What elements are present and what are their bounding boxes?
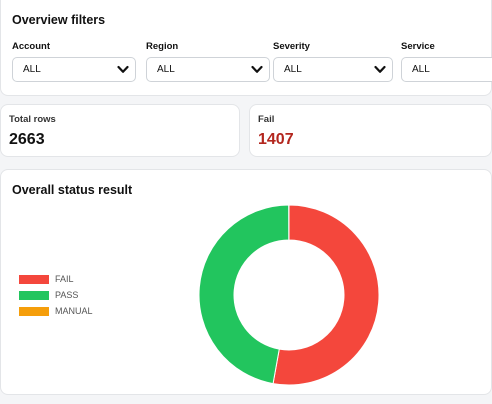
total-rows-card: Total rows 2663 bbox=[0, 104, 240, 157]
region-filter: Region ALL bbox=[146, 41, 270, 82]
chart-legend: FAIL PASS MANUAL bbox=[19, 271, 93, 319]
legend-swatch bbox=[19, 274, 49, 284]
severity-select[interactable]: ALL bbox=[273, 57, 393, 82]
status-donut-chart bbox=[198, 204, 380, 386]
account-select[interactable]: ALL bbox=[12, 57, 136, 82]
chevron-down-icon bbox=[251, 65, 263, 73]
severity-select-value: ALL bbox=[284, 64, 302, 75]
fail-label: Fail bbox=[258, 114, 275, 125]
fail-value: 1407 bbox=[258, 131, 294, 148]
severity-filter-label: Severity bbox=[273, 41, 310, 52]
account-select-value: ALL bbox=[23, 64, 41, 75]
donut-slice-fail[interactable] bbox=[272, 204, 380, 386]
service-select[interactable]: ALL bbox=[401, 57, 492, 82]
overall-status-card: Overall status result FAIL PASS MANUAL bbox=[0, 169, 492, 395]
service-select-value: ALL bbox=[412, 64, 430, 75]
filters-title: Overview filters bbox=[12, 13, 106, 27]
region-select-value: ALL bbox=[157, 64, 175, 75]
account-filter-label: Account bbox=[12, 41, 50, 52]
legend-swatch bbox=[19, 306, 49, 316]
legend-item-manual[interactable]: MANUAL bbox=[19, 303, 93, 319]
fail-card: Fail 1407 bbox=[249, 104, 492, 157]
region-select[interactable]: ALL bbox=[146, 57, 270, 82]
chevron-down-icon bbox=[117, 65, 129, 73]
legend-label: MANUAL bbox=[55, 306, 93, 316]
severity-filter: Severity ALL bbox=[273, 41, 393, 82]
service-filter-label: Service bbox=[401, 41, 435, 52]
chart-title: Overall status result bbox=[12, 183, 133, 197]
account-filter: Account ALL bbox=[12, 41, 136, 82]
total-rows-label: Total rows bbox=[9, 114, 56, 125]
legend-item-pass[interactable]: PASS bbox=[19, 287, 93, 303]
legend-item-fail[interactable]: FAIL bbox=[19, 271, 93, 287]
donut-slice-pass[interactable] bbox=[198, 204, 290, 385]
total-rows-value: 2663 bbox=[9, 131, 45, 148]
region-filter-label: Region bbox=[146, 41, 179, 52]
service-filter: Service ALL bbox=[401, 41, 492, 82]
chevron-down-icon bbox=[374, 65, 386, 73]
legend-label: FAIL bbox=[55, 274, 74, 284]
legend-swatch bbox=[19, 290, 49, 300]
legend-label: PASS bbox=[55, 290, 79, 300]
overview-filters-card: Overview filters Account ALL Region ALL … bbox=[0, 0, 492, 96]
